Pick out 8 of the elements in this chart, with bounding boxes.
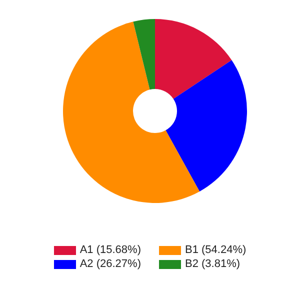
legend-label: A2 (26.27%): [80, 258, 141, 270]
legend-label: B1 (54.24%): [185, 244, 246, 256]
donut-slice: [155, 19, 232, 99]
donut-slice: [166, 60, 247, 192]
legend-label: A1 (15.68%): [80, 244, 141, 256]
donut-slice: [63, 22, 200, 203]
legend-label: B2 (3.81%): [185, 258, 240, 270]
donut-slice: [133, 19, 155, 90]
